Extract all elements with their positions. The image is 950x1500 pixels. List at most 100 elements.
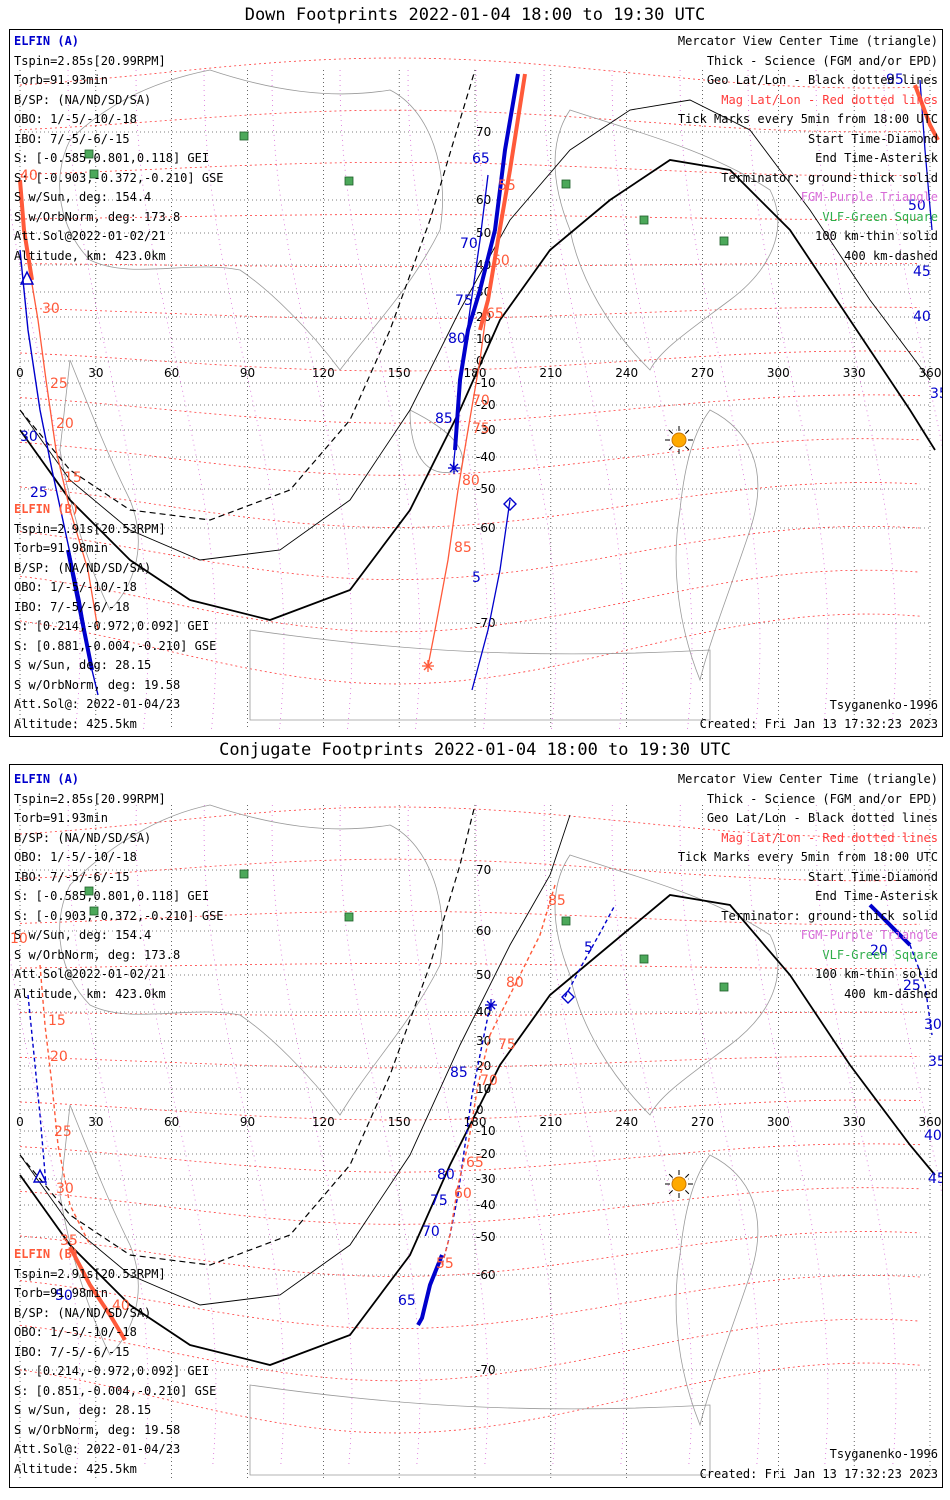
coastline bbox=[59, 69, 443, 371]
lat-tick-label: -20 bbox=[476, 1147, 496, 1161]
elfin-a-tick-label: 45 bbox=[913, 264, 931, 280]
mag-parallel bbox=[19, 1187, 921, 1225]
conj-elfin-b-label: ELFIN (B) bbox=[14, 1247, 80, 1261]
elfin-b-tick-label: 70 bbox=[480, 1073, 498, 1089]
down-legend-thick: Thick - Science (FGM and/or EPD) bbox=[706, 53, 938, 68]
down-a-obo: OBO: 1/-5/-10/-18 bbox=[14, 112, 137, 126]
lat-tick-label: -10 bbox=[476, 1124, 496, 1138]
conj-elfin-b-info: ELFIN (B) Tspin=2.91s[20.53RPM] Torb=91.… bbox=[14, 1245, 216, 1479]
elfin-a-tick-label: 40 bbox=[913, 309, 931, 325]
mag-meridian bbox=[679, 804, 761, 1466]
mag-meridian bbox=[883, 69, 942, 448]
lon-tick-label: 270 bbox=[691, 366, 714, 380]
lat-tick-label: 10 bbox=[476, 1082, 491, 1096]
lon-tick-label: 330 bbox=[843, 1115, 866, 1129]
elfin-b-tick-label: 85 bbox=[454, 540, 472, 556]
down-b-ibo: IBO: 7/-5/-6/-18 bbox=[14, 599, 130, 614]
lat-tick-label: -30 bbox=[476, 1172, 496, 1186]
down-legend-geo: Geo Lat/Lon - Black dotted lines bbox=[706, 73, 938, 87]
down-b-gse: S: [0.881,-0.004,-0.210] GSE bbox=[14, 638, 217, 653]
lat-tick-label: -40 bbox=[476, 1198, 496, 1212]
elfin-b-tick-label: 65 bbox=[466, 1155, 484, 1171]
down-legend-start: Start Time-Diamond bbox=[807, 131, 938, 146]
elfin-a-tick-label: 65 bbox=[398, 1293, 416, 1309]
elfin-a-tick-label: 35 bbox=[928, 1054, 942, 1070]
mag-parallel bbox=[19, 1362, 921, 1434]
elfin-a-tick-label: 25 bbox=[903, 978, 921, 994]
conj-map-panel: 0 30 60 90 120 150 180 210 240 270 300 330 360 70 60 50… bbox=[9, 764, 943, 1488]
down-elfin-a-info: ELFIN (A) Tspin=2.85s[20.99RPM] Torb=91.… bbox=[14, 32, 224, 266]
vlf-square bbox=[84, 149, 94, 159]
conj-a-ibo: IBO: 7/-5/-6/-15 bbox=[14, 869, 130, 884]
conj-model: Tsyganenko-1996 bbox=[829, 1447, 938, 1461]
mag-parallel bbox=[19, 613, 921, 685]
down-legend: Mercator View Center Time (triangle) Thi… bbox=[678, 32, 938, 266]
down-a-bsp: B/SP: (NA/ND/SD/SA) bbox=[14, 92, 152, 107]
elfin-a-science-track bbox=[416, 1254, 444, 1326]
mag-meridian bbox=[815, 804, 897, 1466]
conj-legend-fgm: FGM-Purple Triangle bbox=[800, 928, 938, 942]
lon-tick-label: 60 bbox=[164, 366, 179, 380]
elfin-a-tick-label: 80 bbox=[448, 331, 466, 347]
conj-legend-end: End Time-Asterisk bbox=[815, 889, 938, 903]
elfin-a-science-track bbox=[453, 73, 520, 451]
mag-meridian bbox=[815, 69, 897, 731]
conj-b-ibo: IBO: 7/-5/-6/-15 bbox=[14, 1344, 130, 1359]
elfin-a-track-south bbox=[471, 499, 511, 691]
vlf-square bbox=[719, 982, 729, 992]
elfin-a-tick-label: 75 bbox=[430, 1193, 448, 1209]
lon-tick-label: 360 bbox=[919, 1115, 942, 1129]
coastline bbox=[249, 1384, 711, 1476]
lon-tick-label: 330 bbox=[843, 366, 866, 380]
down-b-gei: S: [0.214,-0.972,0.092] GEI bbox=[14, 619, 210, 633]
down-elfin-b-label: ELFIN (B) bbox=[14, 502, 80, 516]
lat-tick-label: -50 bbox=[476, 1230, 496, 1244]
elfin-a-tick-label: 35 bbox=[930, 386, 942, 402]
conj-legend: Mercator View Center Time (triangle) Thi… bbox=[678, 770, 938, 1004]
conj-legend-mag: Mag Lat/Lon - Red dotted lines bbox=[721, 830, 938, 845]
elfin-b-tick-label: 65 bbox=[486, 306, 504, 322]
elfin-b-track-dashed bbox=[441, 1034, 491, 1266]
coastline bbox=[249, 629, 711, 721]
down-legend-fgm: FGM-Purple Triangle bbox=[800, 190, 938, 204]
lon-tick-label: 300 bbox=[767, 366, 790, 380]
terminator-400km bbox=[19, 69, 476, 521]
elfin-b-tick-label: 15 bbox=[48, 1013, 66, 1029]
lon-tick-label: 30 bbox=[88, 366, 103, 380]
elfin-b-tick-label: 60 bbox=[492, 253, 510, 269]
lon-tick-label: 210 bbox=[539, 366, 562, 380]
mag-meridian bbox=[203, 69, 285, 731]
down-b-obo: OBO: 1/-5/-10/-18 bbox=[14, 580, 137, 594]
mag-parallel bbox=[19, 57, 921, 89]
vlf-square bbox=[344, 176, 354, 186]
elfin-b-tick-label: 30 bbox=[42, 301, 60, 317]
conj-legend-geo: Geo Lat/Lon - Black dotted lines bbox=[706, 811, 938, 825]
down-map-panel: 0 30 60 90 120 150 180 210 240 270 300 330 360 70 60 50… bbox=[9, 29, 943, 737]
down-model: Tsyganenko-1996 bbox=[829, 698, 938, 712]
lat-tick-label: 10 bbox=[476, 332, 491, 346]
elfin-b-tick-label: 20 bbox=[50, 1049, 68, 1065]
lon-tick-label: 0 bbox=[16, 366, 24, 380]
diamond-marker bbox=[561, 990, 575, 1004]
mag-parallel bbox=[19, 963, 921, 969]
mag-meridian bbox=[747, 804, 829, 1466]
elfin-b-track-dashed bbox=[489, 884, 556, 1036]
mag-meridian bbox=[339, 69, 421, 731]
conj-a-orbnorm: S w/OrbNorm, deg: 173.8 bbox=[14, 947, 181, 962]
elfin-b-tick-label: 75 bbox=[472, 421, 490, 437]
coastline bbox=[554, 109, 779, 371]
lon-tick-label: 210 bbox=[539, 1115, 562, 1129]
mag-parallel bbox=[19, 910, 921, 926]
asterisk-marker bbox=[422, 660, 434, 672]
conj-a-bsp: B/SP: (NA/ND/SD/SA) bbox=[14, 830, 152, 845]
elfin-b-tick-label: 55 bbox=[498, 178, 516, 194]
elfin-b-tick-label: 75 bbox=[498, 1037, 516, 1053]
down-legend-100km: 100 km-thin solid bbox=[815, 229, 938, 243]
down-legend-mag: Mag Lat/Lon - Red dotted lines bbox=[721, 92, 938, 107]
elfin-a-tick-label: 65 bbox=[472, 151, 490, 167]
elfin-a-tick-label: 30 bbox=[924, 1017, 942, 1033]
conj-b-orbnorm: S w/OrbNorm, deg: 19.58 bbox=[14, 1422, 181, 1437]
mag-parallel bbox=[19, 350, 921, 372]
mag-meridian bbox=[203, 804, 285, 1466]
conj-a-attsol: Att.Sol@2022-01-02/21 bbox=[14, 967, 166, 981]
